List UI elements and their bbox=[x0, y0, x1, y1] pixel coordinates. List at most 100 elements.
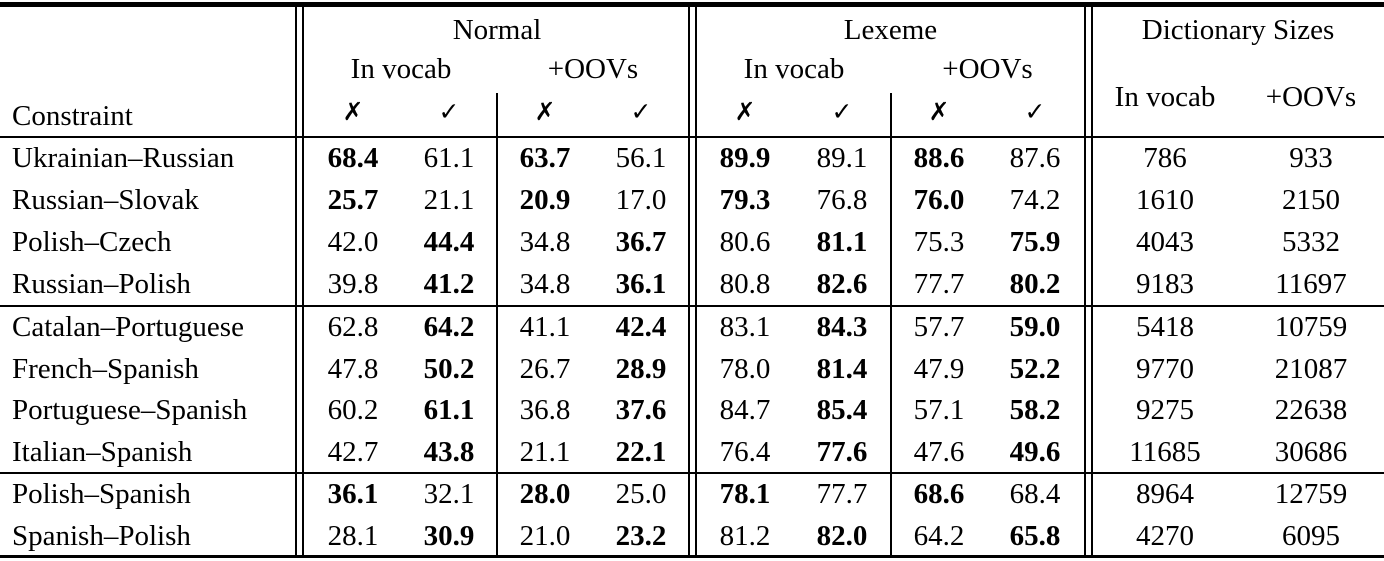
metric-cell: 36.8 bbox=[519, 394, 571, 426]
metric-cell: 88.6 bbox=[913, 142, 965, 174]
constraint-cell: Ukrainian–Russian bbox=[12, 142, 235, 174]
double-rule-mid bbox=[695, 7, 697, 555]
double-rule-right bbox=[1091, 7, 1093, 555]
dict-cell: 11685 bbox=[1129, 436, 1201, 468]
dict-cell: 4043 bbox=[1136, 226, 1194, 258]
constraint-cell: Catalan–Portuguese bbox=[12, 311, 244, 343]
constraint-cell: Portuguese–Spanish bbox=[12, 394, 248, 426]
cross-icon: ✗ bbox=[928, 97, 950, 126]
table-row: Russian–Polish 39.8 41.2 34.8 36.1 80.8 82.6 77… bbox=[0, 264, 1384, 305]
metric-cell: 34.8 bbox=[519, 226, 571, 258]
dict-cell: 12759 bbox=[1274, 478, 1348, 510]
metric-cell: 64.2 bbox=[913, 520, 965, 552]
metric-cell: 17.0 bbox=[615, 184, 667, 216]
table-row: Catalan–Portuguese 62.8 64.2 41.1 42.4 83.1 84… bbox=[0, 307, 1384, 348]
metric-cell: 59.0 bbox=[1009, 311, 1061, 343]
metric-cell: 74.2 bbox=[1009, 184, 1061, 216]
constraint-cell: Russian–Slovak bbox=[12, 184, 199, 216]
top-rule bbox=[0, 2, 1384, 7]
metric-cell: 44.4 bbox=[423, 226, 475, 258]
metric-cell: 32.1 bbox=[423, 478, 475, 510]
metric-cell: 65.8 bbox=[1009, 520, 1061, 552]
dict-cell: 5332 bbox=[1282, 226, 1340, 258]
cross-icon: ✗ bbox=[534, 97, 556, 126]
dict-cell: 9770 bbox=[1136, 353, 1194, 385]
sub-label-normal-invocab: In vocab bbox=[350, 53, 452, 85]
metric-cell: 41.1 bbox=[519, 311, 571, 343]
check-icon: ✓ bbox=[831, 97, 853, 126]
metric-cell: 34.8 bbox=[519, 268, 571, 300]
group-label-dictionary-sizes: Dictionary Sizes bbox=[1141, 14, 1335, 46]
constraint-cell: Polish–Spanish bbox=[12, 478, 191, 510]
metric-cell: 36.1 bbox=[615, 268, 667, 300]
cross-icon: ✗ bbox=[734, 97, 756, 126]
constraint-header-label: Constraint bbox=[12, 100, 133, 132]
column-divider-normal bbox=[496, 93, 498, 555]
metric-cell: 62.8 bbox=[327, 311, 379, 343]
metric-cell: 58.2 bbox=[1009, 394, 1061, 426]
metric-cell: 52.2 bbox=[1009, 353, 1061, 385]
dict-cell: 933 bbox=[1289, 142, 1333, 174]
column-divider-lexeme bbox=[890, 93, 892, 555]
metric-cell: 80.8 bbox=[719, 268, 771, 300]
metric-cell: 79.3 bbox=[719, 184, 771, 216]
dict-cell: 786 bbox=[1143, 142, 1187, 174]
dict-cell: 22638 bbox=[1274, 394, 1348, 426]
metric-cell: 78.0 bbox=[719, 353, 771, 385]
metric-cell: 36.1 bbox=[327, 478, 379, 510]
dict-cell: 11697 bbox=[1275, 268, 1347, 300]
check-icon: ✓ bbox=[630, 97, 652, 126]
constraint-cell: Russian–Polish bbox=[12, 268, 191, 300]
metric-cell: 89.1 bbox=[816, 142, 868, 174]
sub-label-lexeme-oovs: +OOVs bbox=[942, 53, 1033, 85]
metric-cell: 61.1 bbox=[423, 142, 475, 174]
table-row: Russian–Slovak 25.7 21.1 20.9 17.0 79.3 76.8 76… bbox=[0, 180, 1384, 221]
metric-cell: 49.6 bbox=[1009, 436, 1061, 468]
double-rule-right bbox=[1084, 7, 1086, 555]
metric-cell: 61.1 bbox=[423, 394, 475, 426]
metric-cell: 68.4 bbox=[1009, 478, 1061, 510]
metric-cell: 84.7 bbox=[719, 394, 771, 426]
double-rule-left bbox=[295, 7, 297, 555]
metric-cell: 85.4 bbox=[816, 394, 868, 426]
metric-cell: 43.8 bbox=[423, 436, 475, 468]
metric-cell: 76.8 bbox=[816, 184, 868, 216]
metric-cell: 57.7 bbox=[913, 311, 965, 343]
sub-label-dict-invocab: In vocab bbox=[1114, 81, 1216, 113]
group-separator bbox=[0, 305, 1384, 307]
dict-cell: 9183 bbox=[1136, 268, 1194, 300]
table-row: Polish–Czech 42.0 44.4 34.8 36.7 80.6 81.1 75.3… bbox=[0, 222, 1384, 263]
metric-cell: 39.8 bbox=[327, 268, 379, 300]
constraint-cell: Polish–Czech bbox=[12, 226, 172, 258]
metric-cell: 47.8 bbox=[327, 353, 379, 385]
metric-cell: 50.2 bbox=[423, 353, 475, 385]
dict-cell: 21087 bbox=[1274, 353, 1348, 385]
group-label-lexeme: Lexeme bbox=[843, 14, 938, 46]
metric-cell: 21.0 bbox=[519, 520, 571, 552]
group-separator bbox=[0, 472, 1384, 474]
metric-cell: 82.6 bbox=[816, 268, 868, 300]
metric-cell: 22.1 bbox=[615, 436, 667, 468]
sub-label-lexeme-invocab: In vocab bbox=[743, 53, 845, 85]
dict-cell: 1610 bbox=[1136, 184, 1194, 216]
metric-cell: 25.7 bbox=[327, 184, 379, 216]
table-row: Spanish–Polish 28.1 30.9 21.0 23.2 81.2 82.0 64… bbox=[0, 516, 1384, 557]
constraint-cell: Spanish–Polish bbox=[12, 520, 191, 552]
double-rule-mid bbox=[688, 7, 690, 555]
metric-cell: 37.6 bbox=[615, 394, 667, 426]
header-rule bbox=[0, 136, 1384, 138]
sub-label-dict-oovs: +OOVs bbox=[1265, 81, 1357, 113]
metric-cell: 20.9 bbox=[519, 184, 571, 216]
metric-cell: 80.2 bbox=[1009, 268, 1061, 300]
metric-cell: 30.9 bbox=[423, 520, 475, 552]
metric-cell: 60.2 bbox=[327, 394, 379, 426]
metric-cell: 68.6 bbox=[913, 478, 965, 510]
metric-cell: 68.4 bbox=[327, 142, 379, 174]
metric-cell: 57.1 bbox=[913, 394, 965, 426]
metric-cell: 81.1 bbox=[816, 226, 868, 258]
metric-cell: 41.2 bbox=[423, 268, 475, 300]
metric-cell: 76.0 bbox=[913, 184, 965, 216]
check-icon: ✓ bbox=[1024, 97, 1046, 126]
metric-cell: 21.1 bbox=[519, 436, 571, 468]
